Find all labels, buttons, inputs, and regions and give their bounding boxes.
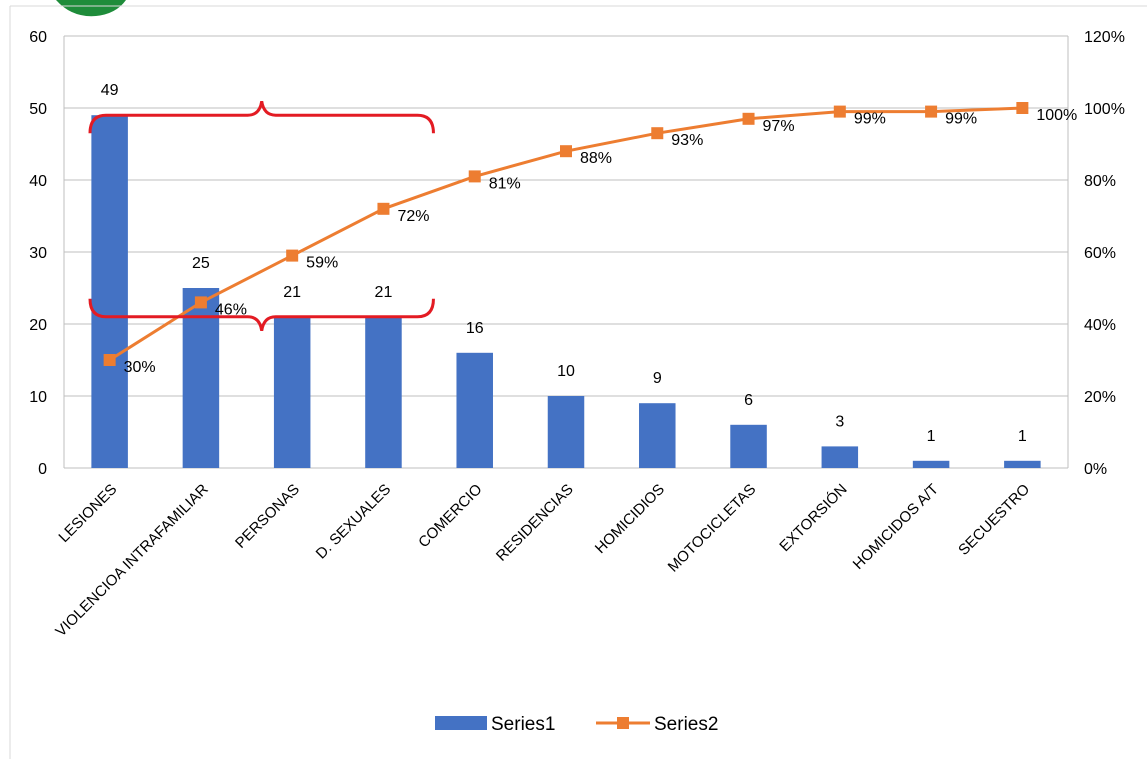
line-point (925, 105, 938, 118)
x-tick-label: EXTORSIÓN (776, 481, 850, 555)
y-left-tick-label: 60 (29, 29, 47, 46)
bar (365, 316, 402, 468)
bar (91, 115, 128, 468)
legend-label-series1: Series1 (491, 714, 555, 735)
bar (639, 403, 676, 468)
x-tick-label: HOMICIDOS A/T (850, 481, 942, 573)
bar-data-label: 21 (375, 284, 393, 301)
bar (912, 460, 950, 468)
y-right-tick-label: 0% (1084, 461, 1107, 478)
bar (821, 446, 859, 468)
bar-data-label: 9 (653, 370, 662, 387)
line-point (742, 112, 755, 125)
bar (730, 424, 767, 468)
bar-data-label: 21 (283, 284, 301, 301)
line-data-label: 30% (124, 359, 156, 376)
line-data-label: 72% (397, 208, 429, 225)
line-data-label: 97% (763, 118, 795, 135)
line-point (651, 127, 664, 140)
bar-data-label: 1 (1018, 428, 1027, 445)
x-tick-label: COMERCIO (415, 481, 485, 551)
x-tick-label: RESIDENCIAS (493, 481, 577, 565)
y-right-tick-label: 20% (1084, 389, 1116, 406)
line-data-label: 46% (215, 301, 247, 318)
x-tick-label: D. SEXUALES (313, 481, 395, 563)
y-left-tick-label: 30 (29, 245, 47, 262)
bar (547, 396, 585, 468)
bottom-brace (88, 298, 435, 332)
bar (273, 316, 311, 468)
line-point (560, 145, 572, 158)
line-data-label: 99% (945, 111, 977, 128)
legend-marker-series2 (617, 717, 629, 729)
y-left-tick-label: 40 (29, 173, 47, 190)
y-right-tick-label: 120% (1084, 29, 1125, 46)
bar-data-label: 3 (835, 413, 844, 430)
legend-swatch-series1 (435, 716, 487, 730)
y-right-tick-label: 40% (1084, 317, 1116, 334)
x-tick-label: LESIONES (55, 481, 120, 546)
y-left-tick-label: 50 (29, 101, 47, 118)
top-brace (88, 100, 435, 134)
line-point (103, 354, 116, 366)
bar-data-label: 10 (557, 363, 575, 380)
legend-label-series2: Series2 (654, 714, 718, 735)
y-left-tick-label: 20 (29, 317, 47, 334)
x-tick-label: VIOLENCIOA INTRAFAMILIAR (52, 481, 211, 640)
bar (456, 352, 493, 468)
x-tick-label: MOTOCICLETAS (665, 481, 760, 576)
line-point (1016, 102, 1029, 114)
bar (1004, 460, 1041, 468)
line-data-label: 81% (489, 175, 521, 192)
line-point (468, 170, 481, 183)
bar-data-label: 1 (927, 428, 936, 445)
x-tick-label: HOMICIDIOS (592, 481, 668, 557)
logo-icon (56, 0, 126, 17)
bar (182, 288, 220, 468)
line-data-label: 88% (580, 150, 612, 167)
y-right-tick-label: 60% (1084, 245, 1116, 262)
line-point (833, 105, 846, 118)
line-data-label: 93% (671, 132, 703, 149)
line-point (377, 202, 390, 215)
line-data-label: 99% (854, 111, 886, 128)
bar-data-label: 16 (466, 320, 484, 337)
x-tick-label: SECUESTRO (955, 481, 1033, 559)
bar-data-label: 49 (101, 82, 119, 99)
line-data-label: 59% (306, 255, 338, 272)
y-right-tick-label: 100% (1084, 101, 1125, 118)
x-tick-label: PERSONAS (232, 481, 303, 552)
bar-data-label: 6 (744, 392, 753, 409)
y-right-tick-label: 80% (1084, 173, 1116, 190)
line-data-label: 100% (1036, 107, 1077, 124)
line-point (194, 296, 207, 309)
bar-data-label: 25 (192, 255, 210, 272)
line-point (286, 249, 299, 262)
y-left-tick-label: 10 (29, 389, 47, 406)
y-left-tick-label: 0 (38, 461, 47, 478)
